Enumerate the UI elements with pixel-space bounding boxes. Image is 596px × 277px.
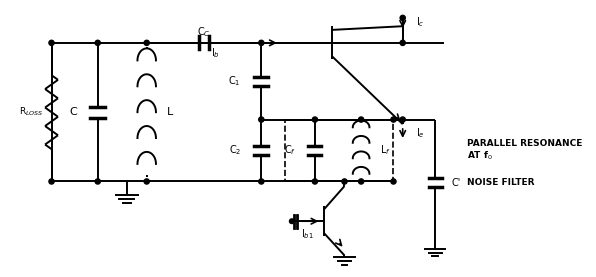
Bar xyxy=(285,120,393,181)
Text: C$_2$: C$_2$ xyxy=(228,143,241,157)
Text: R$_{LOSS}$: R$_{LOSS}$ xyxy=(19,106,44,118)
Circle shape xyxy=(391,179,396,184)
Circle shape xyxy=(400,15,405,20)
Circle shape xyxy=(359,117,364,122)
Circle shape xyxy=(312,117,318,122)
Text: C': C' xyxy=(452,178,461,188)
Circle shape xyxy=(312,179,318,184)
Circle shape xyxy=(144,40,150,45)
Circle shape xyxy=(400,40,405,45)
Text: NOISE FILTER: NOISE FILTER xyxy=(467,178,535,187)
Text: I$_b$: I$_b$ xyxy=(210,46,219,60)
Circle shape xyxy=(95,179,100,184)
Circle shape xyxy=(290,219,294,224)
Text: I$_c$: I$_c$ xyxy=(415,16,424,29)
Text: C$_C$: C$_C$ xyxy=(197,25,211,39)
Circle shape xyxy=(49,179,54,184)
Circle shape xyxy=(144,179,150,184)
Text: C$_1$: C$_1$ xyxy=(228,74,241,88)
Circle shape xyxy=(259,117,264,122)
Circle shape xyxy=(359,179,364,184)
Circle shape xyxy=(259,40,264,45)
Text: I$_e$: I$_e$ xyxy=(415,127,424,140)
Text: L$_f$: L$_f$ xyxy=(380,143,390,157)
Text: L: L xyxy=(167,107,173,117)
Text: C: C xyxy=(70,107,77,117)
Circle shape xyxy=(400,117,405,122)
Circle shape xyxy=(95,40,100,45)
Circle shape xyxy=(259,179,264,184)
Text: I$_{b1}$: I$_{b1}$ xyxy=(301,227,314,241)
Circle shape xyxy=(49,40,54,45)
Circle shape xyxy=(342,179,347,184)
Text: C$_f$: C$_f$ xyxy=(284,143,296,157)
Text: PARALLEL RESONANCE
AT f$_0$: PARALLEL RESONANCE AT f$_0$ xyxy=(467,139,583,162)
Circle shape xyxy=(391,117,396,122)
